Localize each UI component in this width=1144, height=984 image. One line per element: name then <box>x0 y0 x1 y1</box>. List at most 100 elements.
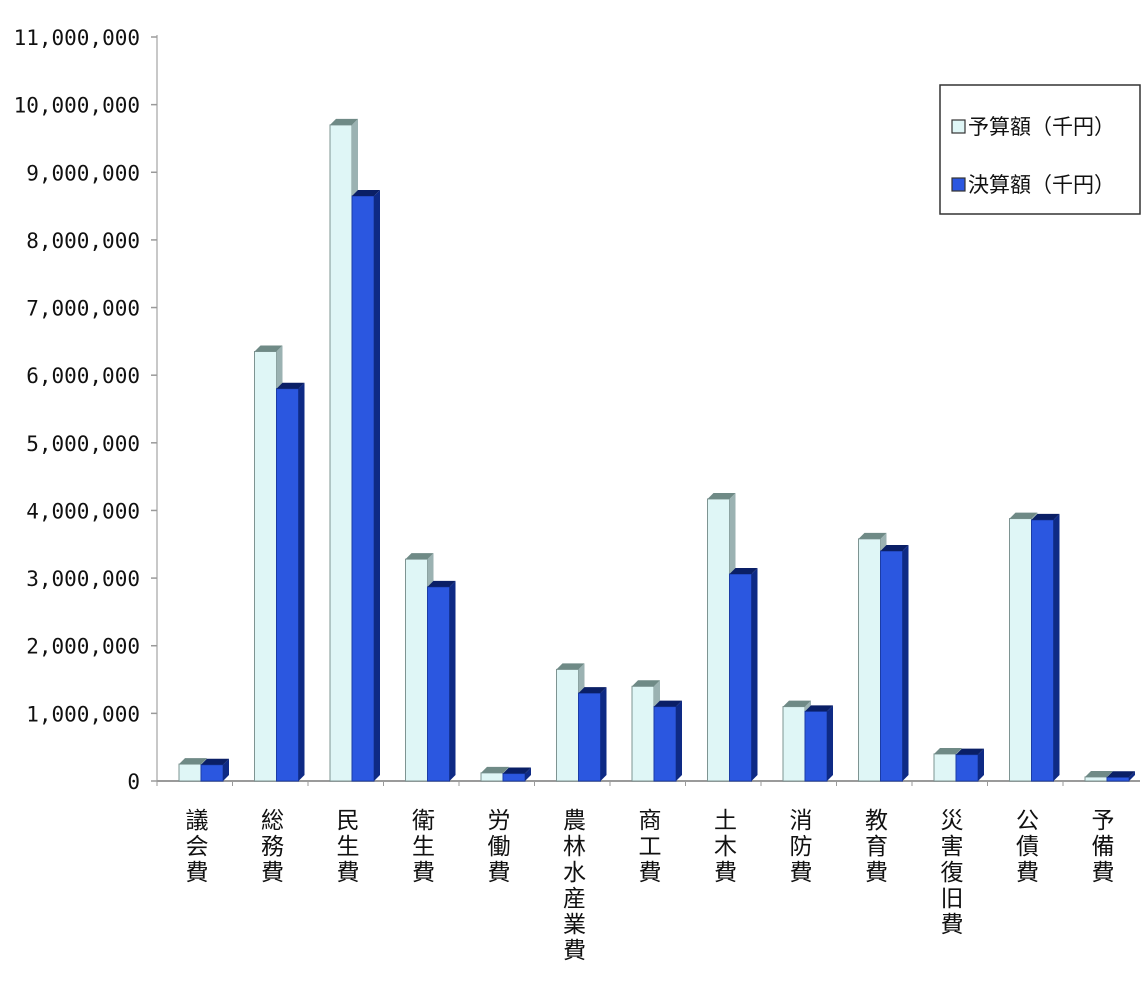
bar-front <box>1106 776 1130 782</box>
bar-front <box>480 772 504 782</box>
bar-settlement <box>880 545 909 782</box>
bar-front <box>502 773 526 782</box>
y-tick-label: 1,000,000 <box>26 702 140 726</box>
bar-front <box>707 498 730 782</box>
bar-top <box>858 532 887 539</box>
bar-settlement <box>200 758 229 782</box>
bar-top <box>427 580 456 587</box>
bar-top <box>1085 770 1113 777</box>
bar-front <box>631 685 655 782</box>
x-category-label: 農林水産業費 <box>563 808 586 964</box>
y-tick-label: 2,000,000 <box>26 635 140 659</box>
bar-settlement <box>653 700 682 782</box>
bar-side <box>676 700 682 781</box>
bar-top <box>556 663 585 670</box>
bar-settlement <box>276 382 305 782</box>
bar-top <box>254 345 283 352</box>
x-category-label: 民生費 <box>337 808 360 886</box>
bar-top <box>805 705 833 712</box>
bar-top <box>654 700 682 707</box>
x-category-label: 総務費 <box>261 808 284 886</box>
bar-side <box>827 705 833 781</box>
bar-top <box>783 700 811 707</box>
bar-front <box>329 124 353 782</box>
bar-top <box>1009 512 1038 519</box>
y-tick-label: 7,000,000 <box>26 297 140 321</box>
y-tick-label: 6,000,000 <box>26 364 140 388</box>
bar-top <box>707 492 736 499</box>
bar-front <box>200 764 224 782</box>
x-category-label: 教育費 <box>865 808 888 886</box>
bar-settlement <box>729 568 758 782</box>
bar-settlement <box>1106 771 1135 782</box>
bar-side <box>449 580 456 781</box>
legend-label-budget: 予算額（千円） <box>968 115 1115 139</box>
bar-front <box>782 706 806 782</box>
bar-side <box>751 568 758 781</box>
bar-front <box>254 351 277 782</box>
bar-front <box>1031 519 1054 782</box>
bar-top <box>1107 771 1135 778</box>
bar-front <box>729 573 752 782</box>
bar-front <box>880 550 903 782</box>
bar-top <box>352 189 380 196</box>
bar-top <box>956 748 984 755</box>
bar-front <box>933 753 957 782</box>
bar-side <box>1053 513 1060 781</box>
bar-top <box>330 118 358 125</box>
bar-top <box>632 680 660 687</box>
x-category-label: 土木費 <box>714 808 737 886</box>
y-tick-label: 8,000,000 <box>26 229 140 253</box>
legend: 予算額（千円） 決算額（千円） <box>939 84 1141 215</box>
legend-swatch-budget <box>951 119 966 134</box>
x-category-label: 労働費 <box>488 808 511 886</box>
bar-top <box>276 382 305 389</box>
bar-front <box>276 388 299 782</box>
bar-top <box>481 766 509 773</box>
bar-top <box>934 747 962 754</box>
bar-settlement <box>427 580 456 782</box>
bar-front <box>653 706 677 782</box>
y-axis-ticks: 0 1,000,000 2,000,000 3,000,000 4,000,000 5,0… <box>14 26 157 794</box>
bar-side <box>978 748 984 781</box>
bar-side <box>600 687 607 781</box>
bar-front <box>178 763 202 782</box>
bar-front <box>556 668 579 782</box>
legend-box <box>939 84 1141 215</box>
bar-settlement <box>1031 513 1060 782</box>
x-category-label: 衛生費 <box>412 808 435 886</box>
bar-front <box>578 692 601 782</box>
bars-group <box>156 118 1135 786</box>
bar-front <box>1009 518 1032 782</box>
bar-settlement <box>955 748 984 782</box>
bar-top <box>578 687 607 694</box>
bar-side <box>298 382 305 781</box>
x-category-label: 消防費 <box>790 808 813 886</box>
y-tick-label: 4,000,000 <box>26 499 140 523</box>
bar-front <box>955 754 979 782</box>
y-tick-label: 9,000,000 <box>26 161 140 185</box>
bar-top <box>179 758 207 765</box>
bar-top <box>1031 513 1060 520</box>
bar-settlement <box>502 767 531 782</box>
y-tick-label: 0 <box>127 770 140 794</box>
bar-top <box>201 758 229 765</box>
bar-top <box>880 545 909 552</box>
bar-side <box>902 545 909 781</box>
bar-settlement <box>804 705 833 782</box>
bar-front <box>351 195 375 782</box>
y-tick-label: 11,000,000 <box>14 26 140 50</box>
x-category-label: 公債費 <box>1016 808 1039 886</box>
legend-swatch-settlement <box>951 177 966 192</box>
x-category-label: 予備費 <box>1092 808 1115 886</box>
bar-front <box>858 538 881 782</box>
y-tick-label: 3,000,000 <box>26 567 140 591</box>
y-tick-label: 10,000,000 <box>14 94 140 118</box>
bar-front <box>1084 776 1108 782</box>
bar-settlement <box>578 687 607 782</box>
x-category-label: 災害復旧費 <box>941 808 964 938</box>
x-category-label: 商工費 <box>639 808 662 886</box>
bar-side <box>525 767 531 781</box>
x-category-label: 議会費 <box>186 808 209 886</box>
bar-side <box>223 758 229 781</box>
